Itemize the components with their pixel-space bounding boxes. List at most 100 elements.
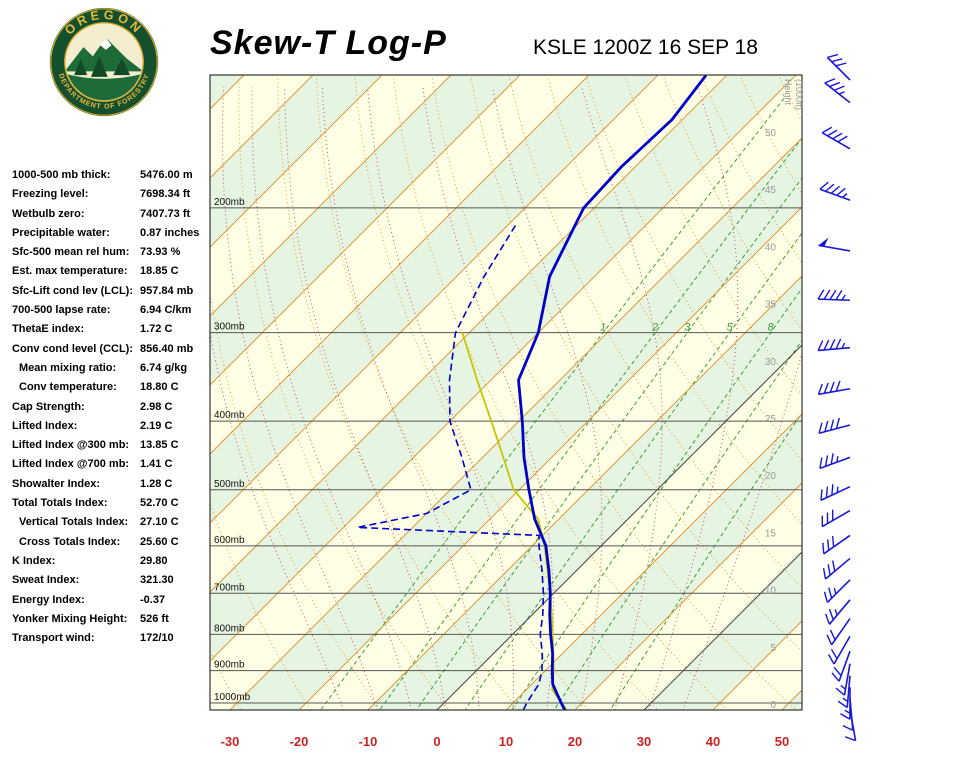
stat-row: Showalter Index: 1.28 C bbox=[12, 476, 217, 495]
wind-barb bbox=[817, 289, 851, 302]
stat-label: K Index: bbox=[12, 554, 56, 567]
wind-barb-column bbox=[817, 53, 857, 742]
wind-barb bbox=[826, 53, 851, 81]
stat-value: 0.87 inches bbox=[140, 226, 200, 239]
temperature-curve bbox=[517, 75, 708, 710]
mixing-ratio-line bbox=[610, 411, 802, 710]
isotherm bbox=[781, 689, 802, 710]
moist-adiabat bbox=[491, 86, 603, 710]
stat-value: 18.80 C bbox=[140, 381, 179, 394]
stat-row: Wetbulb zero: 7407.73 ft bbox=[12, 206, 217, 225]
pressure-label: 1000mb bbox=[214, 692, 251, 703]
stat-value: 1.41 C bbox=[140, 458, 173, 471]
stat-value: 27.10 C bbox=[140, 516, 179, 529]
stat-row: Sweat Index: 321.30 bbox=[12, 572, 217, 591]
stat-label: Lifted Index @300 mb: bbox=[12, 439, 130, 452]
temp-tick-label: 50 bbox=[775, 734, 789, 749]
isotherm bbox=[505, 413, 802, 710]
stat-value: 1.72 C bbox=[140, 323, 173, 336]
wind-barb bbox=[822, 534, 851, 555]
wind-barb bbox=[821, 126, 851, 150]
stat-row: Lifted Index @700 mb: 1.41 C bbox=[12, 456, 217, 475]
stat-row: Conv temperature: 18.80 C bbox=[12, 379, 217, 398]
stat-value: 6.74 g/kg bbox=[140, 361, 188, 374]
stat-label: Est. max temperature: bbox=[12, 265, 128, 278]
height-tick-label: 35 bbox=[765, 300, 777, 311]
stat-label: Transport wind: bbox=[12, 632, 95, 645]
stat-row: Cross Totals Index: 25.60 C bbox=[12, 534, 217, 553]
stat-label: ThetaE index: bbox=[12, 323, 85, 336]
stat-label: Showalter Index: bbox=[12, 477, 101, 490]
isotherm bbox=[210, 75, 797, 662]
stat-row: 700-500 lapse rate: 6.94 C/km bbox=[12, 302, 217, 321]
stat-label: Total Totals Index: bbox=[12, 497, 108, 510]
wind-barb bbox=[826, 618, 851, 646]
height-axis-title-units: (1000ft) bbox=[794, 79, 804, 110]
dry-adiabat bbox=[777, 75, 802, 123]
mixing-ratio-label: 1 bbox=[600, 322, 606, 334]
stat-value: 73.93 % bbox=[140, 246, 181, 259]
stat-label: Sfc-Lift cond lev (LCL): bbox=[12, 284, 133, 297]
stat-label: Conv temperature: bbox=[19, 381, 117, 394]
pressure-label: 800mb bbox=[214, 623, 245, 634]
stat-value: 172/10 bbox=[140, 632, 174, 645]
wind-barb bbox=[820, 484, 851, 501]
height-tick-label: 10 bbox=[765, 586, 777, 597]
temp-tick-label: 10 bbox=[499, 734, 513, 749]
stat-label: Sweat Index: bbox=[12, 574, 80, 587]
wind-barb bbox=[818, 417, 851, 435]
isotherm bbox=[367, 275, 802, 710]
stat-label: Precipitable water: bbox=[12, 226, 110, 239]
isotherm bbox=[574, 482, 802, 710]
dry-adiabat bbox=[210, 501, 312, 710]
temp-tick-label: 0 bbox=[433, 734, 440, 749]
isotherm bbox=[210, 75, 452, 317]
stat-label: 1000-500 mb thick: bbox=[12, 169, 111, 181]
stat-value: 856.40 mb bbox=[140, 342, 194, 355]
mixing-ratio-line bbox=[379, 137, 802, 710]
isotherm bbox=[210, 75, 383, 248]
height-tick-label: 20 bbox=[765, 471, 777, 482]
height-axis: 0 5 10 15 20 25 30 35 40 45 50 Height (1000ft) bbox=[765, 79, 804, 711]
plot-grid bbox=[210, 75, 960, 710]
moist-adiabat bbox=[581, 86, 663, 710]
wind-barb bbox=[827, 635, 851, 665]
pressure-label: 600mb bbox=[214, 535, 245, 546]
mixing-ratio-line bbox=[512, 287, 802, 710]
moist-adiabat bbox=[321, 86, 480, 710]
stat-value: 7698.34 ft bbox=[140, 188, 191, 201]
odf-logo: OREGON DEPARTMENT OF FORESTRY bbox=[49, 8, 159, 117]
pressure-label: 300mb bbox=[214, 322, 245, 333]
isotherm-bands bbox=[210, 75, 802, 710]
isotherm bbox=[210, 75, 659, 524]
isotherm bbox=[851, 75, 960, 710]
pressure-label: 200mb bbox=[214, 197, 245, 208]
wind-barb bbox=[819, 453, 851, 470]
dewpoint-curve bbox=[357, 222, 545, 710]
isotherm bbox=[210, 75, 245, 110]
stat-label: Energy Index: bbox=[12, 593, 85, 606]
stat-label: Cap Strength: bbox=[12, 400, 85, 413]
stat-value: 13.85 C bbox=[140, 439, 179, 452]
pressure-label: 500mb bbox=[214, 479, 245, 490]
plot-border bbox=[209, 74, 803, 711]
stat-value: 2.19 C bbox=[140, 419, 173, 432]
stat-value: 526 ft bbox=[140, 612, 169, 625]
pressure-label: 400mb bbox=[214, 410, 245, 421]
mixing-ratio-label: 5 bbox=[727, 322, 734, 334]
mixing-ratio-label: 3 bbox=[684, 322, 691, 334]
height-tick-label: 0 bbox=[770, 700, 776, 711]
wind-barb bbox=[831, 650, 851, 682]
moist-adiabat bbox=[284, 86, 446, 710]
wind-barb bbox=[837, 675, 851, 709]
pressure-label: 900mb bbox=[214, 660, 245, 671]
height-tick-label: 15 bbox=[765, 528, 777, 539]
wind-barb bbox=[817, 380, 851, 396]
stat-row: K Index: 29.80 bbox=[12, 553, 217, 572]
moist-adiabat bbox=[221, 86, 378, 710]
pressure-lines: 200mb 300mb 400mb 500mb 600mb 700mb 800mb 900mb… bbox=[210, 197, 802, 704]
mixing-ratio-line bbox=[416, 177, 802, 710]
page-title: Skew-T Log-P bbox=[210, 24, 447, 62]
stat-value: 957.84 mb bbox=[140, 284, 194, 297]
